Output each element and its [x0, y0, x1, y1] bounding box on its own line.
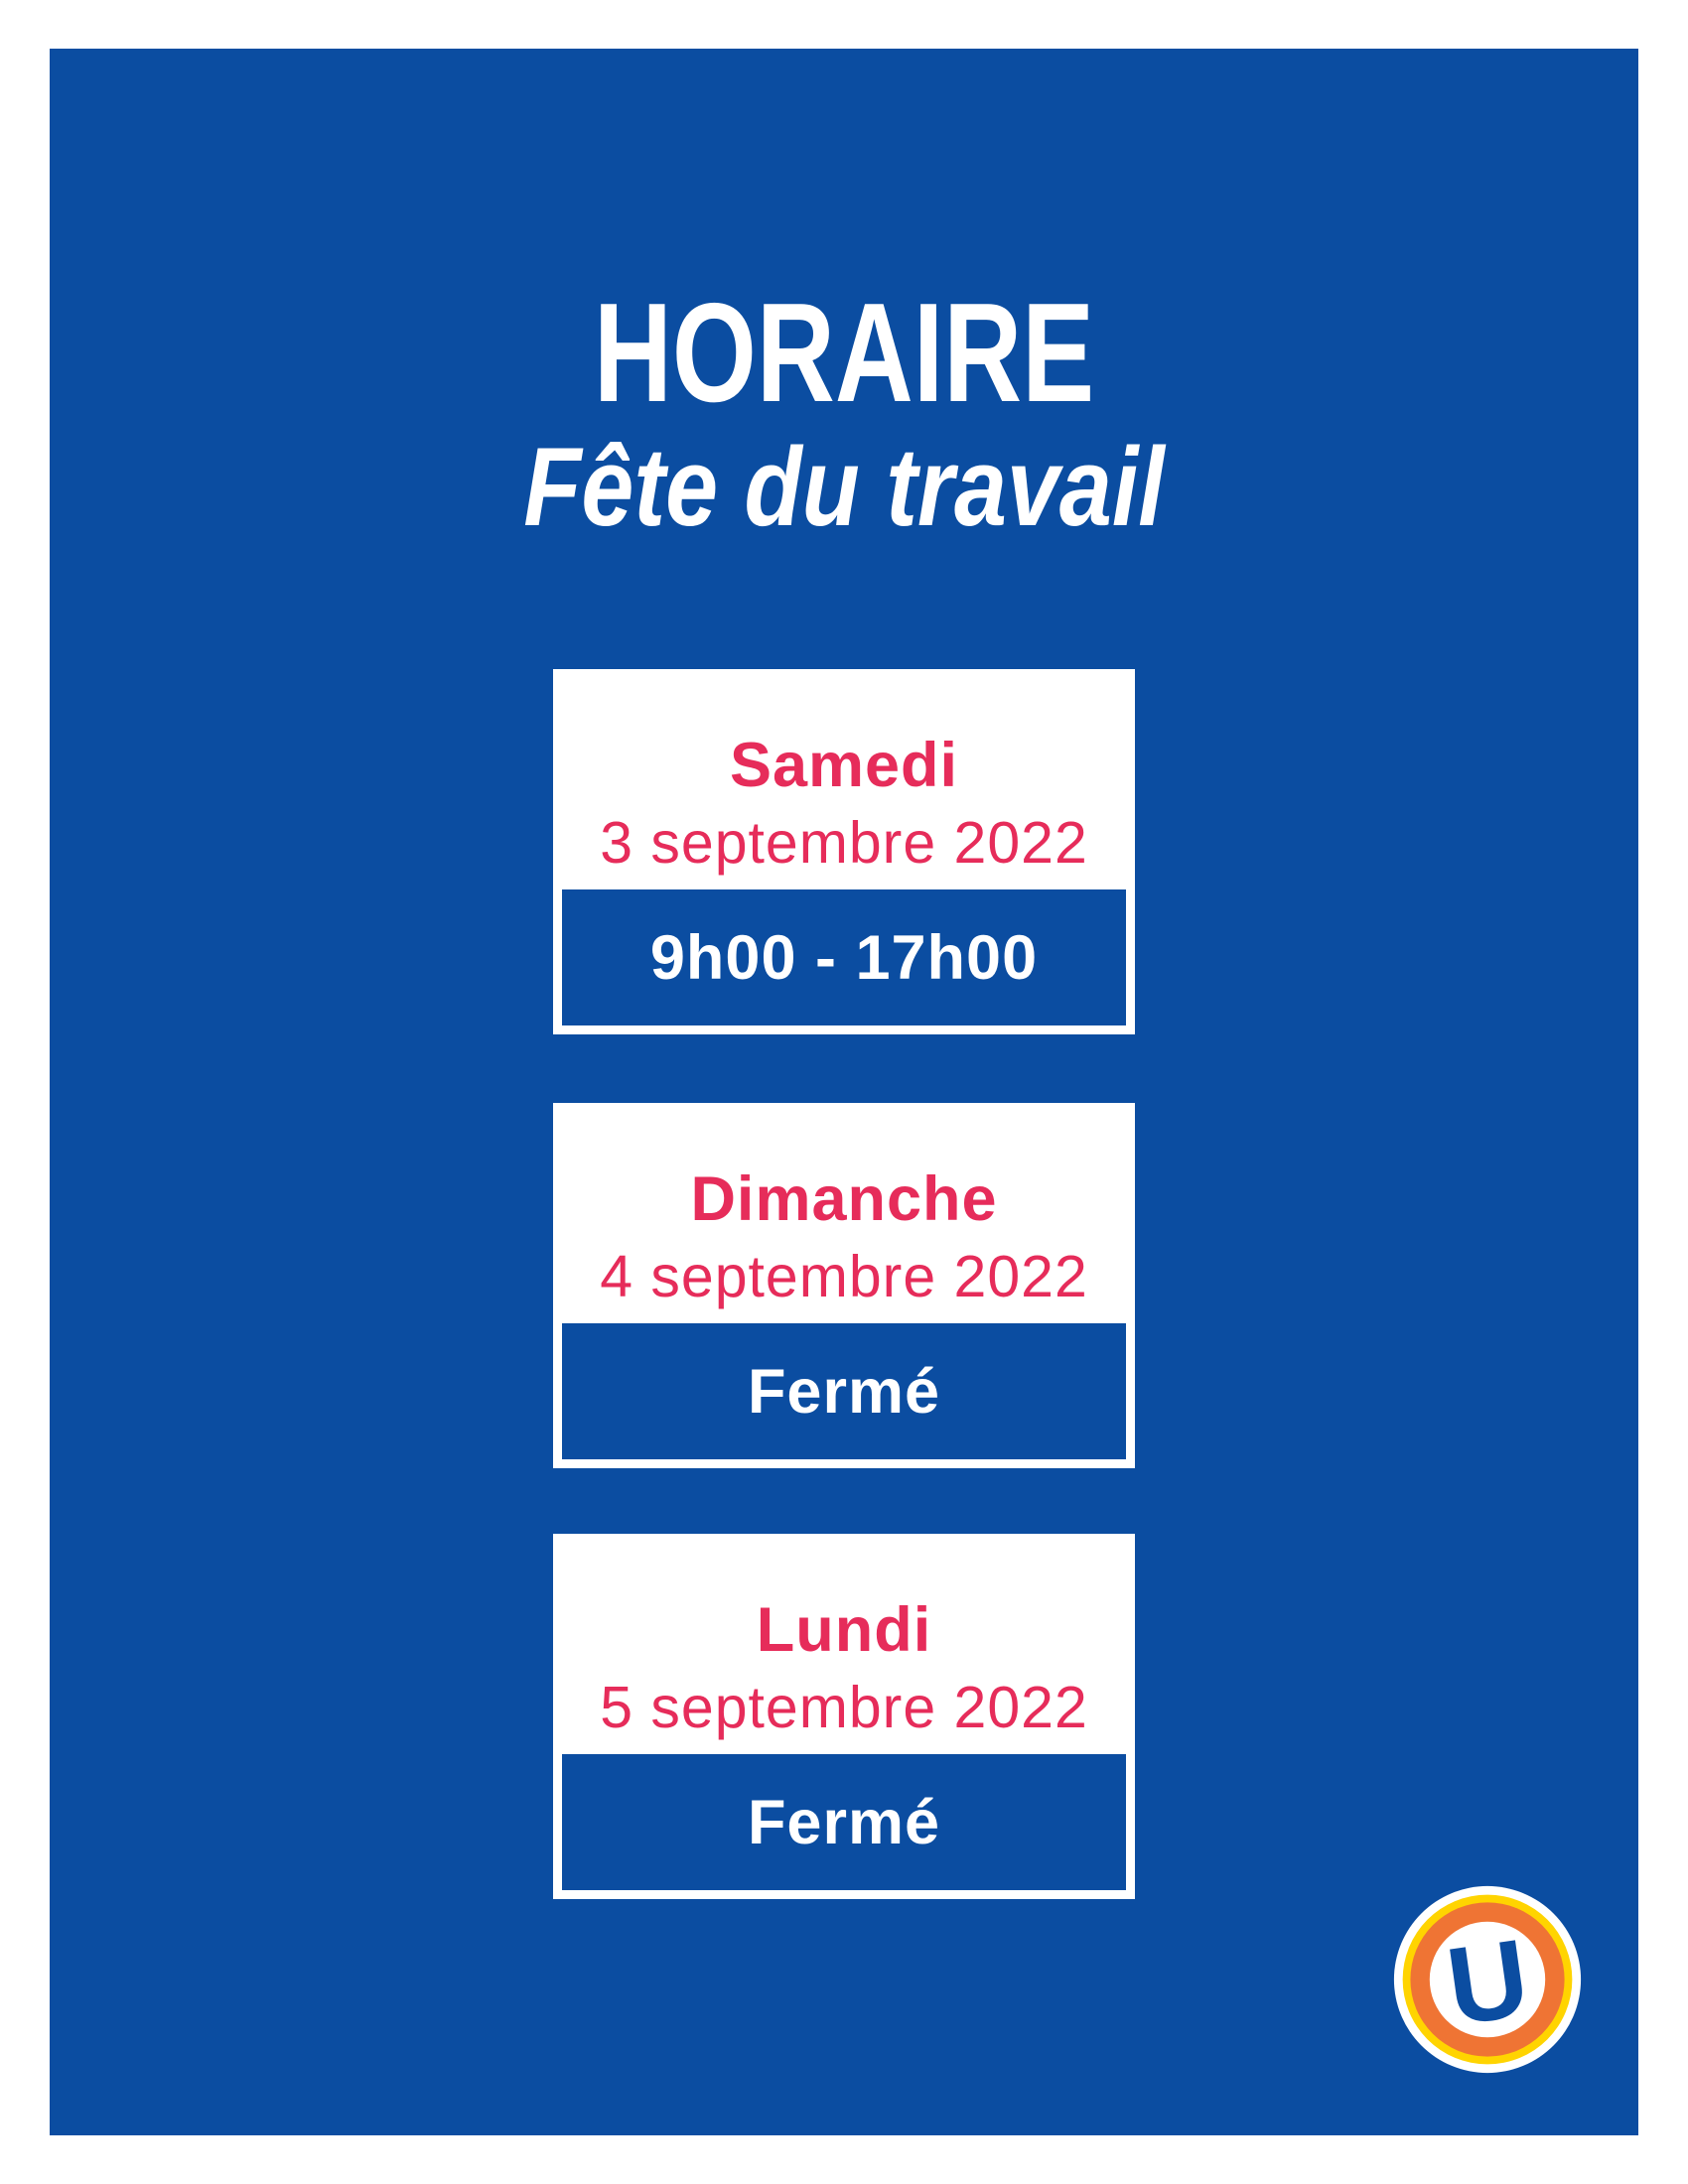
blue-panel: HORAIRE Fête du travail Samedi 3 septemb… — [50, 49, 1638, 2135]
day-label: Samedi — [729, 731, 959, 800]
schedule-card-lundi: Lundi 5 septembre 2022 Fermé — [553, 1534, 1135, 1899]
date-label: 4 septembre 2022 — [600, 1244, 1088, 1309]
page-title: HORAIRE — [593, 274, 1095, 432]
schedule-card-dimanche: Dimanche 4 septembre 2022 Fermé — [553, 1103, 1135, 1468]
day-label: Dimanche — [690, 1164, 998, 1234]
logo-inner-disc — [1429, 1921, 1546, 2038]
u-brand-logo-icon: U — [1391, 1883, 1584, 2076]
hours-label: Fermé — [747, 1356, 941, 1427]
schedule-card-samedi: Samedi 3 septembre 2022 9h00 - 17h00 — [553, 669, 1135, 1034]
logo-letter: U — [1440, 1917, 1535, 2049]
page-subtitle: Fête du travail — [523, 425, 1165, 549]
hours-banner: Fermé — [562, 1323, 1126, 1459]
hours-banner: Fermé — [562, 1754, 1126, 1890]
date-label: 5 septembre 2022 — [600, 1675, 1088, 1740]
date-label: 3 septembre 2022 — [600, 810, 1088, 876]
hours-banner: 9h00 - 17h00 — [562, 889, 1126, 1025]
day-label: Lundi — [756, 1595, 932, 1665]
hours-label: 9h00 - 17h00 — [649, 922, 1039, 993]
hours-label: Fermé — [747, 1787, 941, 1857]
